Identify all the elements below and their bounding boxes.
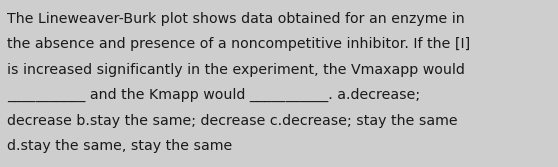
Text: The Lineweaver-Burk plot shows data obtained for an enzyme in: The Lineweaver-Burk plot shows data obta… — [7, 12, 464, 26]
Text: d.stay the same, stay the same: d.stay the same, stay the same — [7, 139, 232, 153]
Text: the absence and presence of a noncompetitive inhibitor. If the [I]: the absence and presence of a noncompeti… — [7, 37, 470, 51]
Text: decrease b.stay the same; decrease c.decrease; stay the same: decrease b.stay the same; decrease c.dec… — [7, 114, 458, 128]
Text: is increased significantly in the experiment, the Vmaxapp would: is increased significantly in the experi… — [7, 63, 465, 77]
Text: ___________ and the Kmapp would ___________. a.decrease;: ___________ and the Kmapp would ________… — [7, 88, 420, 103]
